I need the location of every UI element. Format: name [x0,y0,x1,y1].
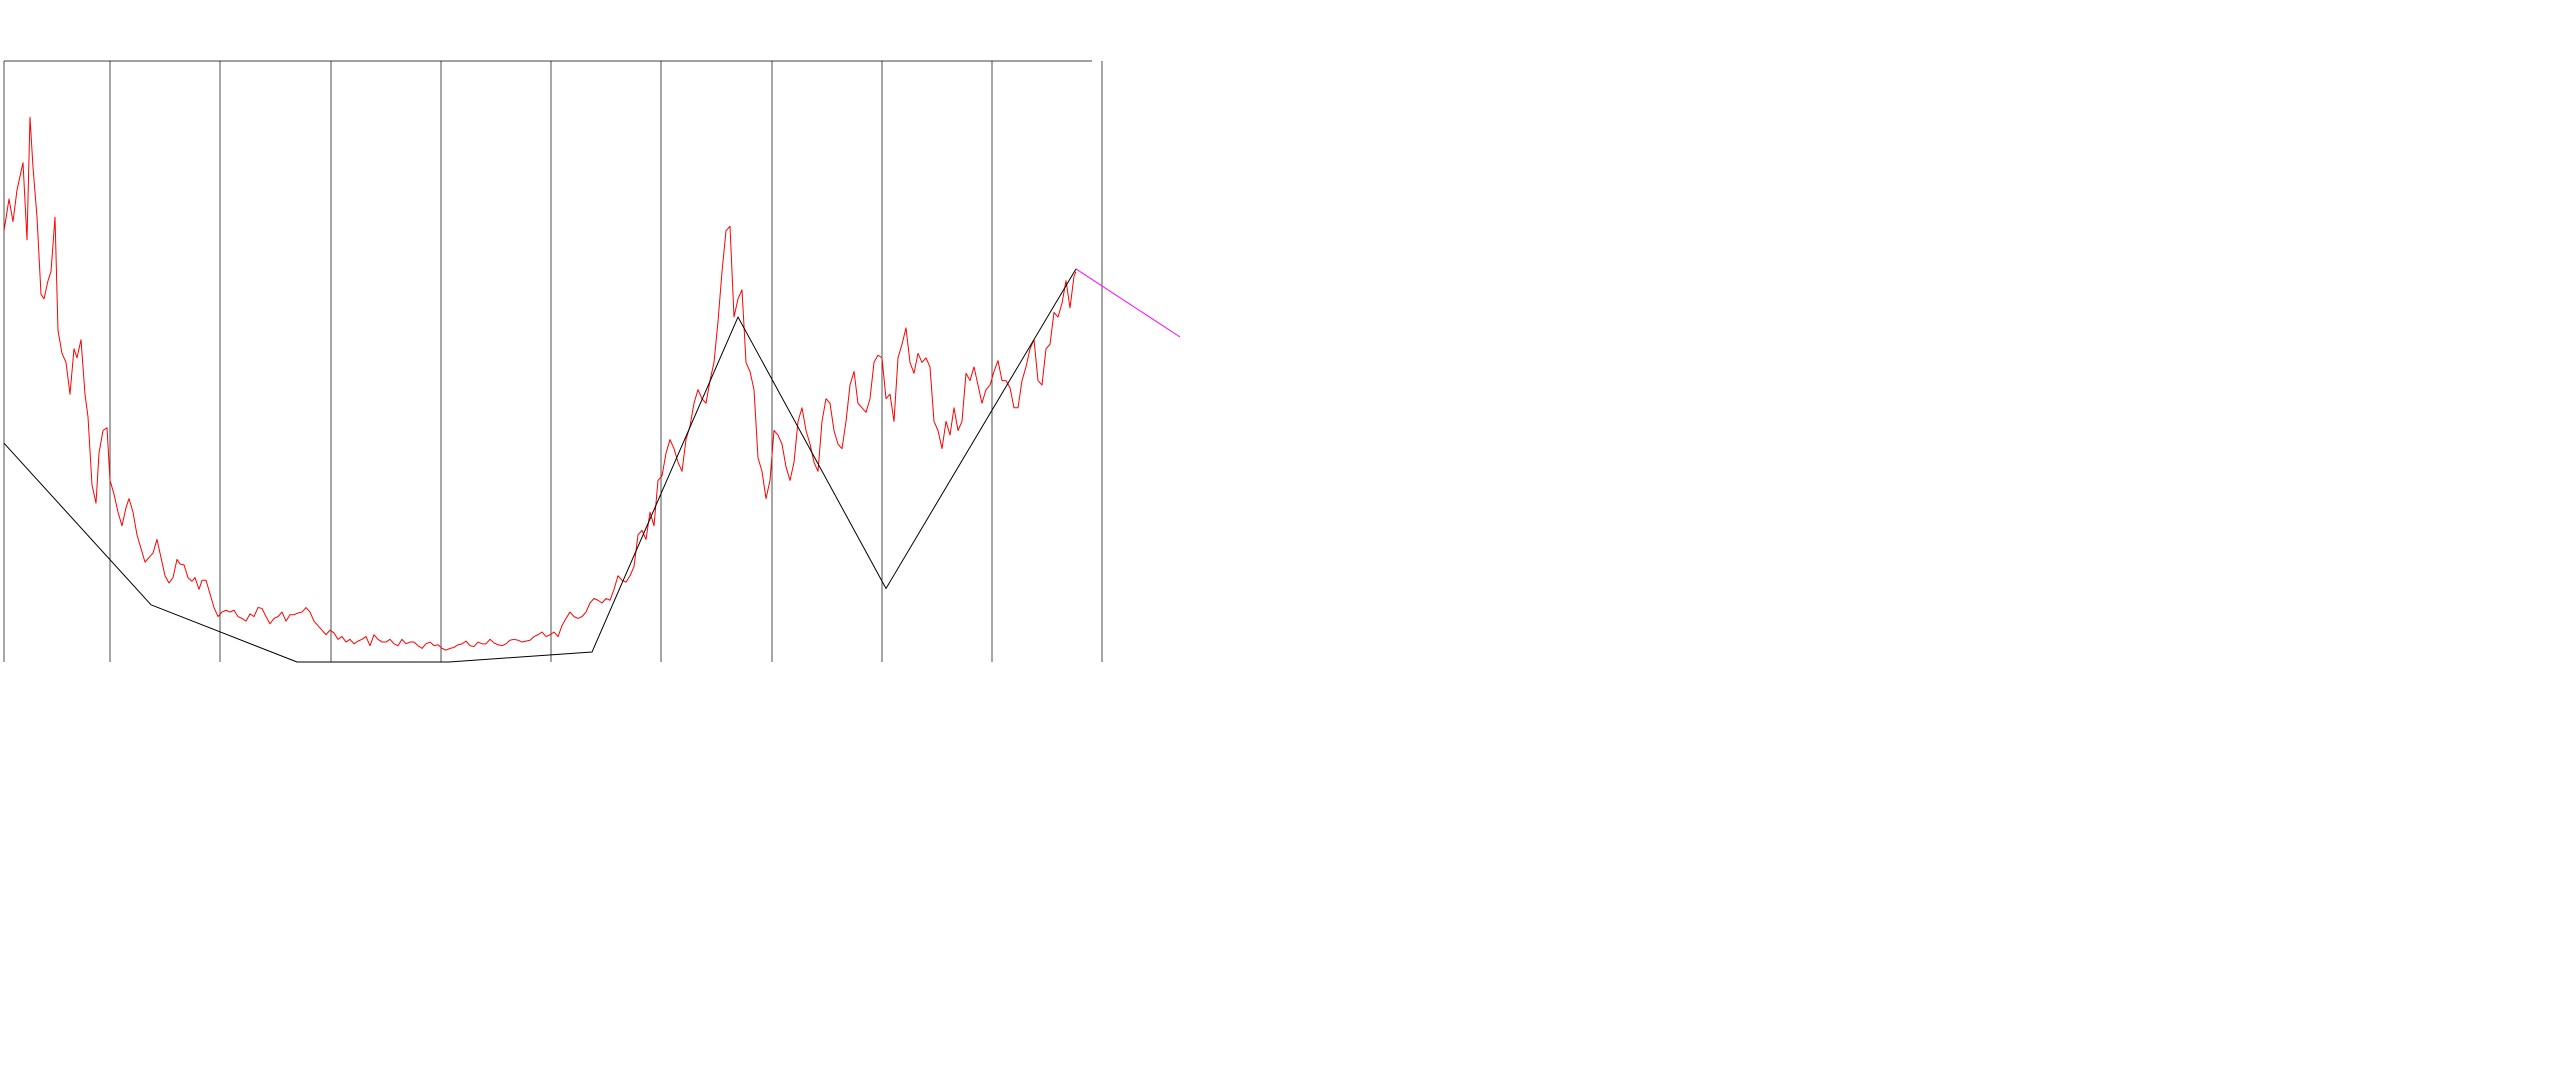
vertical-gridlines [3,61,1103,662]
projection-line [1075,268,1181,338]
price-line [3,116,1077,651]
series-layer [3,116,1181,663]
zigzag-line [3,268,1077,663]
